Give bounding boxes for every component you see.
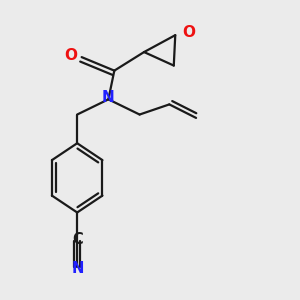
Text: N: N xyxy=(72,261,84,276)
Text: O: O xyxy=(65,48,78,63)
Text: C: C xyxy=(73,232,83,247)
Text: O: O xyxy=(183,25,196,40)
Text: N: N xyxy=(102,90,115,105)
